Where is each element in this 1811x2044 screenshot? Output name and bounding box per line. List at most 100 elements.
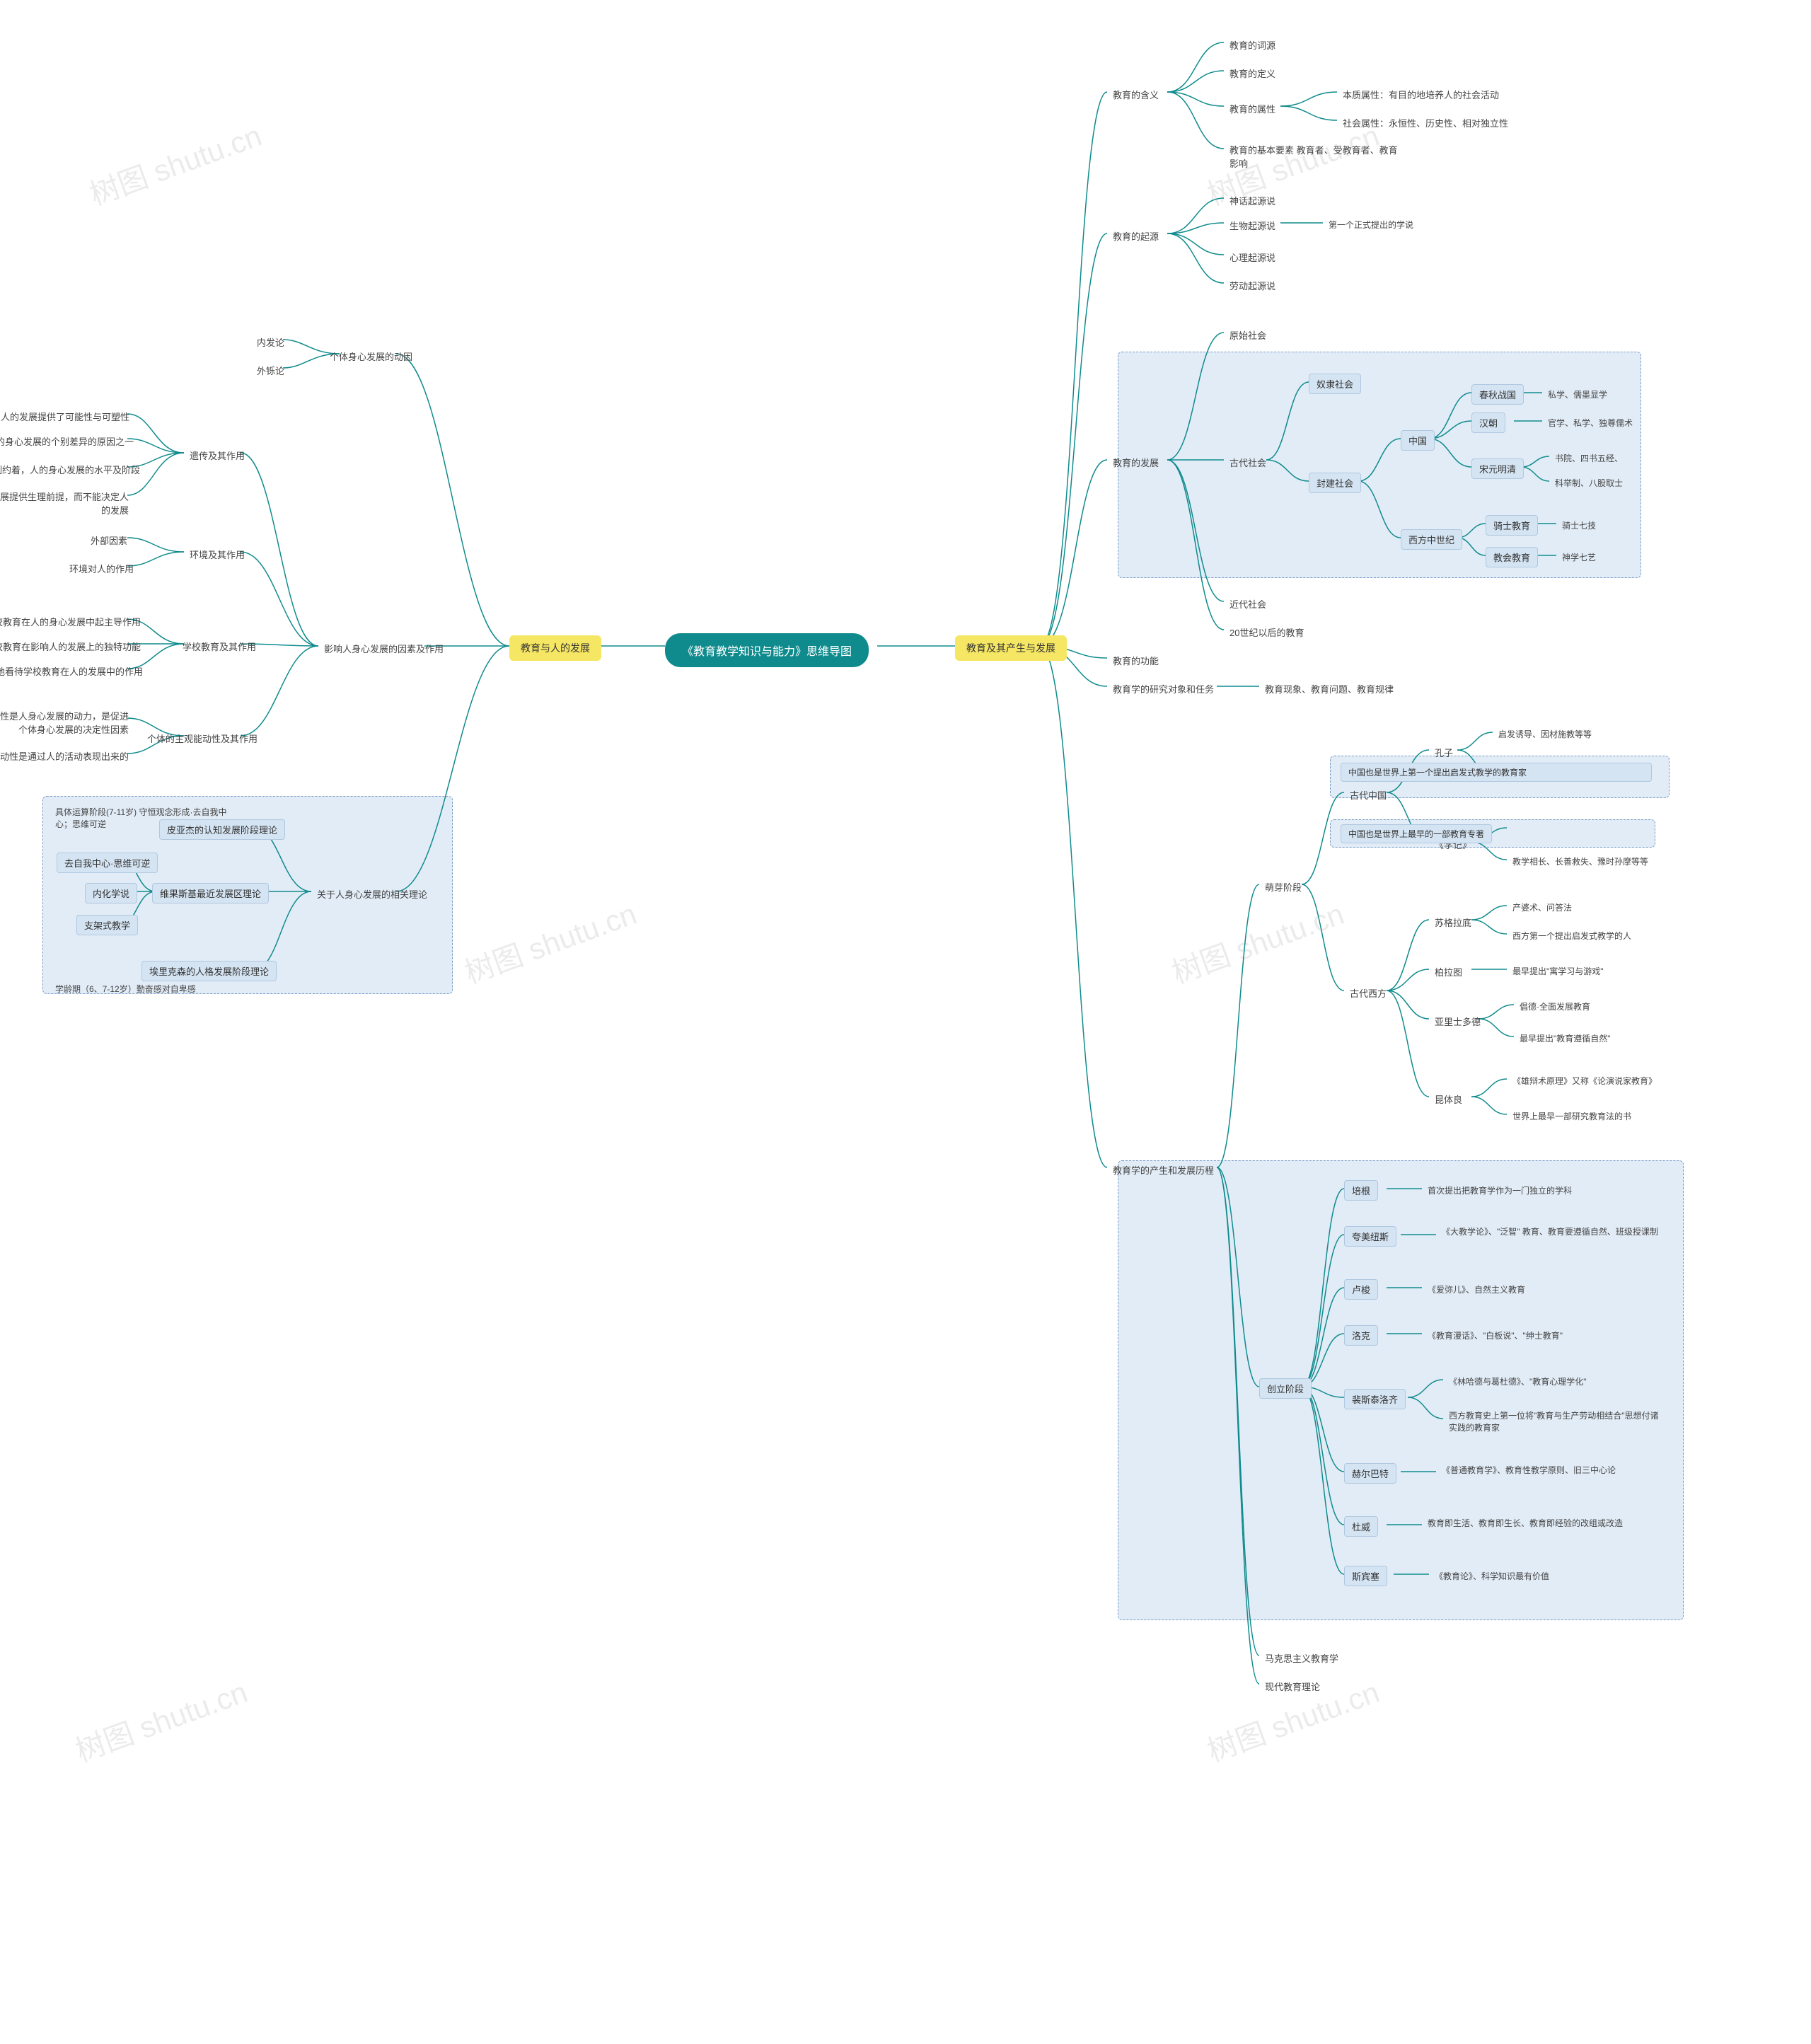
- r-feudal: 封建社会: [1309, 473, 1361, 493]
- watermark: 树图 shutu.cn: [1165, 890, 1349, 992]
- r-conf-b: 中国也是世界上第一个提出启发式教学的教育家: [1341, 763, 1652, 782]
- env-b: 环境对人的作用: [64, 559, 139, 578]
- r-socrates: 苏格拉底: [1429, 913, 1477, 932]
- heredity-c: 成熟机制制约着，人的身心发展的水平及阶段: [0, 460, 134, 479]
- r-bacon: 培根: [1344, 1180, 1378, 1201]
- r-cn2n: 官学、私学、独尊儒术: [1542, 414, 1638, 432]
- erikson-note: 学龄期（6、7-12岁）勤奋感对自卑感: [50, 980, 202, 998]
- left-dynamics: 个体身心发展的动因: [324, 347, 418, 366]
- r-dev-mod: 近代社会: [1224, 594, 1272, 613]
- r-embryo: 萌芽阶段: [1259, 877, 1307, 896]
- erikson: 埃里克森的人格发展阶段理论: [141, 961, 277, 981]
- r-west: 西方中世纪: [1401, 529, 1462, 550]
- watermark: 树图 shutu.cn: [83, 112, 267, 214]
- r-cn3: 宋元明清: [1471, 458, 1524, 479]
- r-anc-china: 古代中国: [1344, 785, 1392, 804]
- r-origin-b-note: 第一个正式提出的学说: [1323, 216, 1419, 233]
- r-origin-a: 神话起源说: [1224, 191, 1281, 210]
- r-meaning-origin: 教育的词源: [1224, 35, 1281, 54]
- watermark: 树图 shutu.cn: [69, 1668, 253, 1770]
- heredity-d: 仅为人的发展提供生理前提，而不能决定人的发展: [0, 487, 134, 519]
- r-pes-b: 西方教育史上第一位将"教育与生产劳动相结合"思想付诸实践的教育家: [1443, 1407, 1670, 1436]
- r-meaning: 教育的含义: [1107, 85, 1164, 104]
- heredity: 遗传及其作用: [184, 446, 250, 465]
- school-c: 辩证地看待学校教育在人的发展中的作用: [0, 662, 134, 681]
- r-origin-c: 心理起源说: [1224, 248, 1281, 267]
- env-a: 外部因素: [85, 531, 133, 550]
- r-comenius: 夸美纽斯: [1344, 1226, 1396, 1247]
- school: 学校教育及其作用: [177, 637, 262, 656]
- r-slave: 奴隶社会: [1309, 374, 1361, 394]
- subj-a: 主观能动性是人身心发展的动力，是促进个体身心发展的决定性因素: [0, 706, 134, 739]
- r-found: 创立阶段: [1259, 1378, 1312, 1399]
- r-pestalozzi: 裴斯泰洛齐: [1344, 1389, 1406, 1409]
- main-right: 教育及其产生与发展: [955, 635, 1067, 661]
- r-modern-th: 现代教育理论: [1259, 1677, 1326, 1696]
- r-plato-n: 最早提出"寓学习与游戏": [1507, 962, 1609, 980]
- r-rousseau: 卢梭: [1344, 1279, 1378, 1300]
- r-w2n: 神学七艺: [1556, 548, 1602, 566]
- r-quint-b: 世界上最早一部研究教育法的书: [1507, 1107, 1637, 1125]
- r-dewey: 杜威: [1344, 1516, 1378, 1537]
- r-cn3a: 书院、四书五经、: [1549, 449, 1628, 467]
- r-history: 教育学的产生和发展历程: [1107, 1160, 1220, 1179]
- r-dew-n: 教育即生活、教育即生长、教育即经验的改组或改造: [1422, 1514, 1648, 1532]
- subjective: 个体的主观能动性及其作用: [141, 729, 263, 748]
- v-b: 内化学说: [85, 883, 137, 903]
- r-quint-a: 《雄辩术原理》又称《论演说家教育》: [1507, 1072, 1662, 1090]
- r-research-note: 教育现象、教育问题、教育规律: [1259, 679, 1399, 698]
- watermark: 树图 shutu.cn: [458, 890, 642, 992]
- r-aristotle: 亚里士多德: [1429, 1012, 1486, 1031]
- root-node: 《教育教学知识与能力》思维导图: [665, 633, 869, 667]
- vygotsky: 维果斯基最近发展区理论: [152, 883, 269, 903]
- r-cn3b: 科举制、八股取士: [1549, 474, 1628, 492]
- heredity-b: 是人的身心发展的个别差异的原因之一: [0, 432, 134, 451]
- r-herb-n: 《普通教育学》、教育性教学原则、旧三中心论: [1436, 1461, 1662, 1479]
- subj-b: 主观能动性是通过人的活动表现出来的: [0, 746, 134, 766]
- r-marx: 马克思主义教育学: [1259, 1649, 1344, 1668]
- r-xueji-b: 教学相长、长善救失、豫时孙摩等等: [1507, 853, 1654, 870]
- r-quint: 昆体良: [1429, 1090, 1468, 1109]
- piaget-note: 具体运算阶段(7-11岁) 守恒观念形成·去自我中心；思维可逆: [50, 803, 233, 833]
- r-soc-b: 西方第一个提出启发式教学的人: [1507, 927, 1637, 945]
- r-xueji-a: 中国也是世界上最早的一部教育专著: [1341, 824, 1492, 843]
- r-w1n: 骑士七技: [1556, 516, 1602, 534]
- r-bacon-n: 首次提出把教育学作为一门独立的学科: [1422, 1182, 1578, 1199]
- r-rou-n: 《爱弥儿》、自然主义教育: [1422, 1281, 1531, 1298]
- r-dev: 教育的发展: [1107, 453, 1164, 472]
- r-plato: 柏拉图: [1429, 962, 1468, 981]
- r-origin-d: 劳动起源说: [1224, 276, 1281, 295]
- r-ari-a: 倡德·全面发展教育: [1514, 998, 1596, 1015]
- left-factors: 影响人身心发展的因素及作用: [318, 639, 449, 658]
- r-locke-n: 《教育漫话》、"白板说"、"绅士教育": [1422, 1327, 1568, 1344]
- r-attr-social: 社会属性：永恒性、历史性、相对独立性: [1337, 113, 1514, 132]
- r-spe-n: 《教育论》、科学知识最有价值: [1429, 1567, 1555, 1585]
- r-ari-b: 最早提出"教育遵循自然": [1514, 1029, 1616, 1047]
- r-cn1: 春秋战国: [1471, 384, 1524, 405]
- r-meaning-def: 教育的定义: [1224, 64, 1281, 83]
- main-left: 教育与人的发展: [509, 635, 601, 661]
- r-meaning-attr: 教育的属性: [1224, 99, 1281, 118]
- r-w1: 骑士教育: [1486, 515, 1538, 536]
- r-cn1n: 私学、儒墨显学: [1542, 386, 1613, 403]
- r-cn2: 汉朝: [1471, 412, 1505, 433]
- r-elements: 教育的基本要素 教育者、受教育者、教育影响: [1224, 140, 1408, 173]
- r-conf-a: 启发诱导、因材施教等等: [1493, 725, 1597, 743]
- r-spencer: 斯宾塞: [1344, 1566, 1387, 1586]
- r-anc-west: 古代西方: [1344, 983, 1392, 1003]
- r-china: 中国: [1401, 430, 1435, 451]
- r-dev-20c: 20世纪以后的教育: [1224, 623, 1309, 642]
- r-dev-prim: 原始社会: [1224, 325, 1272, 345]
- r-origin-b: 生物起源说: [1224, 216, 1281, 235]
- heredity-a: 为人的发展提供了可能性与可塑性: [0, 407, 134, 426]
- r-function: 教育的功能: [1107, 651, 1164, 670]
- r-soc-a: 产婆术、问答法: [1507, 899, 1578, 916]
- env: 环境及其作用: [184, 545, 250, 564]
- r-research: 教育学的研究对象和任务: [1107, 679, 1220, 698]
- left-outer: 外铄论: [251, 361, 290, 380]
- r-confucius: 孔子: [1429, 743, 1459, 762]
- r-com-n: 《大教学论》、"泛智" 教育、教育要遵循自然、班级授课制: [1436, 1223, 1670, 1240]
- r-attr-essence: 本质属性：有目的地培养人的社会活动: [1337, 85, 1505, 104]
- r-herbart: 赫尔巴特: [1344, 1463, 1396, 1484]
- theories: 关于人身心发展的相关理论: [311, 884, 433, 903]
